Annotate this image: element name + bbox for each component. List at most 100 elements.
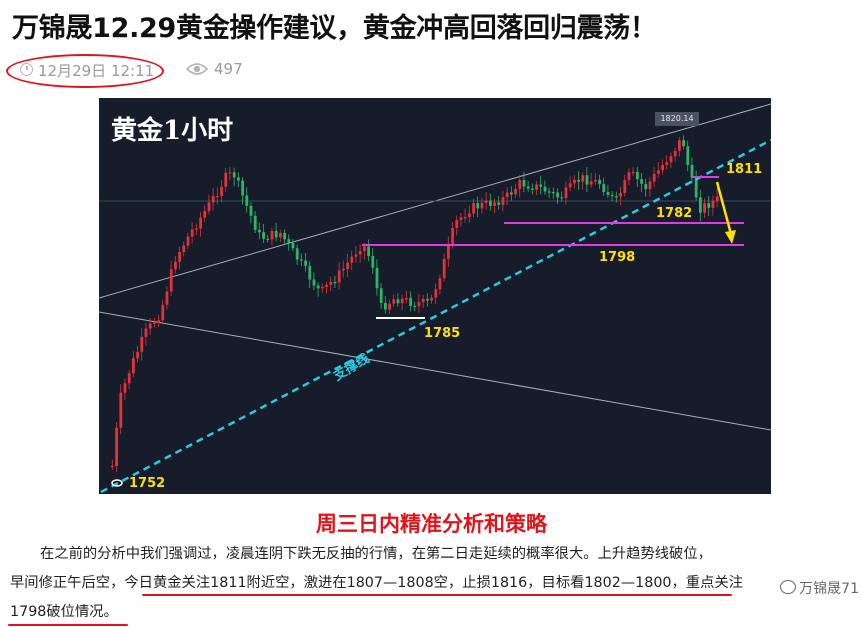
candle-body [405,298,408,300]
candle-body [388,303,391,310]
candle-body [505,192,509,198]
gold-chart-image: 黄金1小时 1820.14 1811 1782 1798 1785 1752 支… [99,98,771,494]
candle-body [543,186,547,192]
start-marker-icon [111,479,123,487]
down-arrow-icon [715,181,733,235]
eye-icon [186,63,208,75]
candle-body [195,228,198,230]
candle-body [384,302,387,310]
candle-body [367,246,370,256]
candle-body [589,181,593,185]
candle-body [426,298,429,301]
candle-body [363,246,366,251]
candle-body [228,172,232,174]
candle-body [329,281,333,285]
candle-body [480,202,484,209]
candle-body [585,175,589,185]
candle-body [300,259,303,261]
candle-body [283,232,286,240]
candle-body [220,186,223,197]
candle-body [514,188,517,195]
candle-body [279,232,282,238]
candle-body [270,230,274,240]
candle-body [615,196,618,198]
candle-body [140,336,144,352]
candle-body [451,228,454,244]
candle-body [262,232,265,239]
candle-body [476,203,480,209]
candle-body [157,320,160,323]
candle-body [119,392,123,428]
candle-body [232,172,236,178]
candle-body [535,184,538,190]
candle-body [547,191,551,193]
label-1798: 1798 [599,250,636,265]
candle-body [438,278,442,290]
watermark-text: 万锦晟71 [799,581,859,597]
candle-body [711,200,715,208]
candle-body [484,200,488,203]
candle-body [237,177,240,181]
candle-body [518,180,522,189]
candle-body [610,194,614,197]
watermark: 万锦晟71 [780,578,859,598]
label-1782: 1782 [656,206,693,221]
candle-body [652,173,656,182]
candle-body [321,286,324,289]
candle-body [459,217,463,221]
paragraph-line-1: 在之前的分析中我们强调过，凌晨连阴下跌无反抽的行情，在第二日走延续的概率很大。上… [40,546,712,562]
candle-body [640,179,643,184]
candle-body [111,465,114,468]
candle-body [312,279,316,286]
candle-body [409,298,412,306]
view-count: 497 [214,60,243,78]
candle-body [715,196,719,201]
candle-body [182,245,186,253]
date-text: 12月29日 12:11 [38,62,155,80]
candle-body [636,171,639,180]
candle-body [153,322,156,324]
red-underline-annotation-1 [142,594,732,596]
candle-body [686,146,690,165]
candle-body [169,269,173,292]
candle-body [379,288,383,303]
candle-body [342,268,345,271]
candle-body [400,298,404,304]
candle-body [266,238,270,241]
candle-body [669,156,673,163]
label-1811: 1811 [726,162,763,177]
candle-body [127,373,131,384]
candle-body [421,298,425,303]
candle-body [568,183,572,188]
candle-body [434,289,438,298]
label-1785: 1785 [424,326,461,341]
candle-body [631,171,635,174]
candle-body [602,184,606,193]
candle-body [350,256,354,263]
analysis-paragraph: 在之前的分析中我们强调过，凌晨连阴下跌无反抽的行情，在第二日走延续的概率很大。上… [10,540,855,627]
candle-body [606,192,610,195]
paragraph-line-3: 1798破位情况。 [10,604,118,620]
candle-body [648,181,652,190]
candle-body [699,197,702,213]
candle-body [526,186,530,189]
candle-body [463,217,467,219]
label-1752: 1752 [129,476,166,491]
candle-body [493,202,496,206]
candle-body [501,197,505,205]
candle-body [249,205,253,216]
candle-body [165,291,169,305]
candle-body [396,299,400,304]
candle-body [657,170,660,174]
candle-body [144,328,148,337]
candle-body [161,304,165,321]
candle-body [673,150,677,157]
candle-body [136,351,139,359]
candle-body [661,165,664,171]
candle-body [522,180,526,187]
candle-body [258,229,261,233]
candle-body [690,164,694,178]
candle-body [455,220,459,229]
candle-body [598,179,601,185]
publish-date: 12月29日 12:11 [6,53,166,88]
